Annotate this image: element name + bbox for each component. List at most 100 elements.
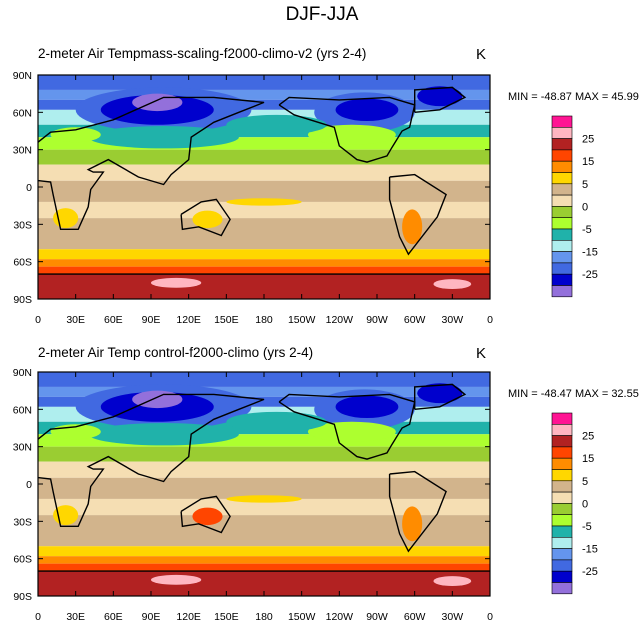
- colorbar-swatch: [551, 127, 573, 139]
- x-tick-label: 90W: [366, 611, 388, 623]
- y-tick-label: 0: [26, 479, 32, 491]
- x-tick-label: 90E: [142, 314, 161, 326]
- colorbar-swatch: [551, 172, 573, 185]
- x-tick-label: 150W: [288, 611, 316, 623]
- temperature-field: [38, 372, 490, 596]
- colorbar-swatch: [551, 262, 573, 275]
- colorbar-swatch: [551, 138, 573, 151]
- colorbar-swatch: [551, 536, 573, 549]
- y-tick-label: 30S: [13, 219, 32, 231]
- x-tick-label: 180: [255, 611, 273, 623]
- x-tick-label: 60W: [404, 314, 426, 326]
- colorbar: 25 15 5 0 -5 -15 -25: [551, 412, 598, 595]
- colorbar-swatch: [551, 194, 573, 207]
- colorbar-swatch: [551, 480, 573, 493]
- colorbar-swatch: [551, 503, 573, 515]
- y-tick-label: 90N: [13, 367, 32, 379]
- y-tick-label: 30N: [13, 145, 32, 157]
- x-tick-label: 30E: [66, 611, 85, 623]
- colorbar-swatch: [551, 149, 573, 162]
- x-tick-label: 150E: [214, 314, 239, 326]
- x-tick-label: 150E: [214, 611, 239, 623]
- colorbar-swatch: [551, 570, 573, 583]
- y-tick-label: 90S: [13, 294, 32, 306]
- colorbar-label: 5: [582, 179, 588, 191]
- colorbar-label: 25: [582, 134, 594, 146]
- x-tick-label: 60E: [104, 611, 123, 623]
- colorbar-swatch: [551, 183, 573, 196]
- units-label: K: [476, 345, 486, 362]
- x-tick-label: 0: [35, 314, 41, 326]
- y-tick-label: 30S: [13, 516, 32, 528]
- x-tick-label: 90W: [366, 314, 388, 326]
- colorbar-swatch: [551, 469, 573, 482]
- colorbar-swatch: [551, 273, 573, 286]
- colorbar-swatch: [551, 559, 573, 572]
- colorbar-label: -5: [582, 521, 592, 533]
- y-tick-label: 60S: [13, 257, 32, 269]
- x-tick-label: 30E: [66, 314, 85, 326]
- colorbar-swatch: [551, 206, 573, 218]
- y-tick-label: 90N: [13, 70, 32, 82]
- x-tick-label: 120W: [326, 611, 354, 623]
- colorbar-label: 0: [582, 201, 588, 213]
- x-tick-label: 60E: [104, 314, 123, 326]
- x-tick-label: 0: [487, 611, 493, 623]
- units-label: K: [476, 46, 486, 63]
- y-tick-label: 60N: [13, 404, 32, 416]
- colorbar-swatch: [551, 548, 573, 561]
- x-tick-label: 0: [35, 611, 41, 623]
- y-tick-label: 0: [26, 182, 32, 194]
- x-tick-label: 0: [487, 314, 493, 326]
- x-tick-label: 60W: [404, 611, 426, 623]
- temperature-field: [38, 75, 490, 299]
- colorbar-label: 0: [582, 498, 588, 510]
- y-tick-label: 90S: [13, 591, 32, 603]
- map-panel-2: 2-meter Air Temp control-f2000-climo (yr…: [13, 345, 639, 623]
- colorbar-swatch: [551, 423, 573, 436]
- x-tick-label: 120E: [176, 314, 201, 326]
- colorbar: 25 15 5 0 -5 -15 -25: [551, 115, 598, 298]
- colorbar-swatch: [551, 240, 573, 252]
- colorbar-label: 25: [582, 431, 594, 443]
- colorbar-label: -15: [582, 247, 598, 259]
- x-tick-label: 30W: [442, 314, 464, 326]
- x-tick-label: 90E: [142, 611, 161, 623]
- y-tick-label: 30N: [13, 442, 32, 454]
- colorbar-swatch: [551, 115, 573, 128]
- figure-title: DJF-JJA: [286, 4, 359, 25]
- colorbar-label: 5: [582, 476, 588, 488]
- x-tick-label: 120W: [326, 314, 354, 326]
- colorbar-swatch: [551, 228, 573, 241]
- min-max-stats: MIN = -48.47 MAX = 32.55: [508, 388, 639, 400]
- x-tick-label: 180: [255, 314, 273, 326]
- colorbar-swatch: [551, 457, 573, 470]
- colorbar-swatch: [551, 491, 573, 504]
- colorbar-label: -5: [582, 224, 592, 236]
- colorbar-label: 15: [582, 453, 594, 465]
- x-tick-label: 30W: [442, 611, 464, 623]
- min-max-stats: MIN = -48.87 MAX = 45.99: [508, 91, 639, 103]
- colorbar-label: -15: [582, 544, 598, 556]
- x-tick-label: 150W: [288, 314, 316, 326]
- colorbar-label: 15: [582, 156, 594, 168]
- colorbar-swatch: [551, 412, 573, 425]
- panel-title: 2-meter Air Temp control-f2000-climo (yr…: [38, 345, 313, 360]
- map-panel-1: 2-meter Air Tempmass-scaling-f2000-climo…: [13, 46, 639, 326]
- colorbar-swatch: [551, 217, 573, 230]
- colorbar-label: -25: [582, 269, 598, 281]
- colorbar-swatch: [551, 160, 573, 173]
- x-tick-label: 120E: [176, 611, 201, 623]
- colorbar-swatch: [551, 514, 573, 527]
- colorbar-swatch: [551, 525, 573, 538]
- colorbar-swatch: [551, 251, 573, 264]
- y-tick-label: 60N: [13, 107, 32, 119]
- panel-title: 2-meter Air Tempmass-scaling-f2000-climo…: [38, 46, 366, 61]
- colorbar-label: -25: [582, 566, 598, 578]
- y-tick-label: 60S: [13, 554, 32, 566]
- colorbar-swatch: [551, 285, 573, 298]
- colorbar-swatch: [551, 435, 573, 448]
- colorbar-swatch: [551, 582, 573, 595]
- colorbar-swatch: [551, 446, 573, 459]
